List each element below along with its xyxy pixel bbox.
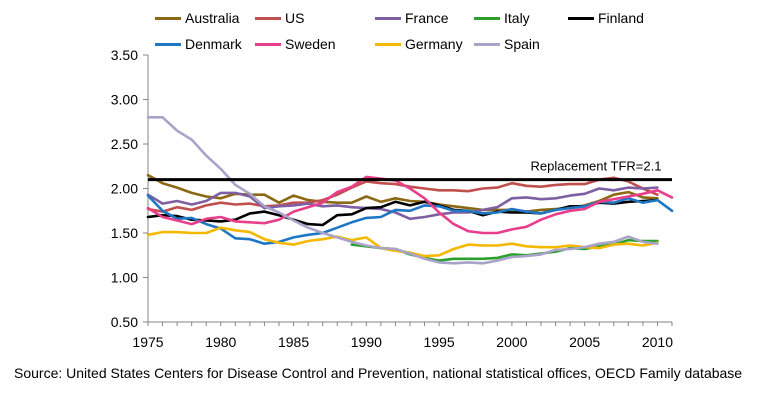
series-line-france bbox=[146, 186, 659, 221]
legend-swatch bbox=[155, 16, 181, 20]
series-line-sweden bbox=[146, 175, 674, 235]
legend-swatch bbox=[474, 42, 500, 46]
x-tick-label: 1985 bbox=[278, 334, 309, 350]
legend-item-finland: Finland bbox=[568, 8, 644, 28]
x-tick-label: 2000 bbox=[496, 334, 527, 350]
legend-item-australia: Australia bbox=[155, 8, 239, 28]
legend-label: Italy bbox=[504, 10, 530, 26]
y-tick-label: 2.50 bbox=[111, 136, 138, 152]
legend-item-spain: Spain bbox=[474, 34, 540, 54]
y-tick-label: 3.00 bbox=[111, 92, 138, 108]
legend-label: Finland bbox=[598, 10, 644, 26]
x-tick-label: 1995 bbox=[424, 334, 455, 350]
legend-label: US bbox=[285, 10, 305, 26]
chart-axes: 0.50 1.00 1.50 2.00 2.50 3.00 3.50 1975 1980 1985… bbox=[111, 47, 673, 350]
legend-label: France bbox=[405, 10, 449, 26]
y-tick-label: 1.50 bbox=[111, 225, 138, 241]
legend-label: Australia bbox=[185, 10, 240, 26]
y-tick-label: 3.50 bbox=[111, 47, 138, 63]
legend-label: Denmark bbox=[185, 36, 242, 52]
x-tick-label: 2005 bbox=[569, 334, 600, 350]
x-tick-label: 1975 bbox=[132, 334, 163, 350]
legend-item-denmark: Denmark bbox=[155, 34, 242, 54]
x-tick-label: 1990 bbox=[351, 334, 382, 350]
legend-swatch bbox=[255, 42, 281, 46]
y-tick-label: 2.00 bbox=[111, 181, 138, 197]
legend-item-france: France bbox=[375, 8, 449, 28]
legend-item-germany: Germany bbox=[375, 34, 463, 54]
legend-swatch bbox=[568, 16, 594, 20]
x-tick-label: 1980 bbox=[205, 334, 236, 350]
y-tick-label: 0.50 bbox=[111, 314, 138, 330]
legend-label: Germany bbox=[405, 36, 463, 52]
replacement-label: Replacement TFR=2.1 bbox=[531, 159, 662, 174]
chart-legend: Australia US France Italy Finland Denmark Swed… bbox=[0, 0, 768, 60]
legend-item-sweden: Sweden bbox=[255, 34, 336, 54]
legend-swatch bbox=[375, 42, 401, 46]
replacement-line-group: Replacement TFR=2.1 bbox=[148, 159, 672, 182]
legend-label: Spain bbox=[504, 36, 540, 52]
legend-swatch bbox=[375, 16, 401, 20]
legend-item-us: US bbox=[255, 8, 304, 28]
source-note: Source: United States Centers for Diseas… bbox=[14, 365, 743, 381]
legend-swatch bbox=[255, 16, 281, 20]
legend-swatch bbox=[155, 42, 181, 46]
y-tick-label: 1.00 bbox=[111, 270, 138, 286]
legend-swatch bbox=[474, 16, 500, 20]
legend-item-italy: Italy bbox=[474, 8, 530, 28]
series-line-denmark bbox=[146, 194, 674, 245]
legend-label: Sweden bbox=[285, 36, 336, 52]
x-tick-label: 2010 bbox=[642, 334, 673, 350]
series-line-spain bbox=[146, 116, 659, 265]
series-lines bbox=[146, 116, 674, 265]
